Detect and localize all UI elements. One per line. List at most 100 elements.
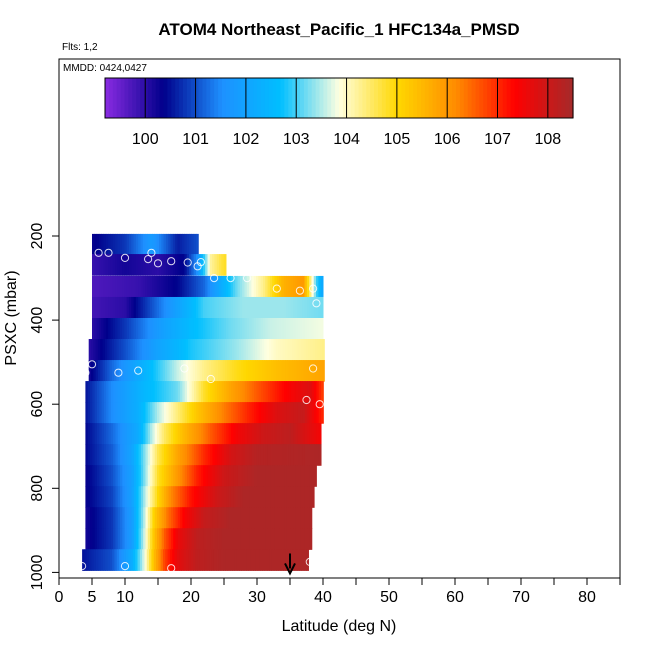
heatmap-cell xyxy=(244,381,248,403)
heatmap-cell xyxy=(158,233,162,256)
heatmap-cell xyxy=(152,465,156,487)
colorbar-segment xyxy=(471,78,477,118)
heatmap-cell xyxy=(124,254,128,276)
heatmap-cell xyxy=(228,486,232,508)
colorbar-segment xyxy=(128,78,133,118)
heatmap-cell xyxy=(147,486,151,508)
heatmap-cell xyxy=(227,360,231,382)
heatmap-cell xyxy=(108,233,111,256)
colorbar: 100 101 102 103 104 105 106 107 108 xyxy=(104,77,574,148)
heatmap-cell xyxy=(304,318,308,340)
heatmap-cell xyxy=(118,339,122,361)
heatmap-cell xyxy=(322,360,325,382)
heatmap-cell xyxy=(233,486,237,508)
heatmap-cells xyxy=(82,233,325,571)
heatmap-cell xyxy=(166,528,170,550)
heatmap-cell xyxy=(263,402,267,424)
heatmap-cell xyxy=(213,339,217,361)
heatmap-cell xyxy=(223,318,227,340)
heatmap-cell xyxy=(165,275,169,298)
heatmap-cell xyxy=(92,402,96,424)
heatmap-cell xyxy=(304,381,308,403)
heatmap-cell xyxy=(112,549,115,571)
heatmap-cell xyxy=(85,402,89,424)
heatmap-cell xyxy=(309,507,313,529)
heatmap-cell xyxy=(117,486,121,508)
heatmap-cell xyxy=(113,423,116,445)
heatmap-cell xyxy=(278,339,281,361)
heatmap-cell xyxy=(237,486,241,508)
heatmap-cell xyxy=(133,444,137,466)
heatmap-cell xyxy=(320,318,324,340)
heatmap-cell xyxy=(99,507,103,529)
heatmap-cell xyxy=(191,296,195,319)
heatmap-cell xyxy=(212,465,216,487)
heatmap-cell xyxy=(251,465,255,487)
heatmap-cell xyxy=(291,339,295,361)
heatmap-cell xyxy=(128,318,132,340)
heatmap-cell xyxy=(161,402,165,424)
heatmap-cell xyxy=(125,549,129,571)
heatmap-cell xyxy=(168,381,172,403)
heatmap-cell xyxy=(221,507,225,529)
heatmap-cell xyxy=(311,402,315,424)
heatmap-cell xyxy=(212,381,216,403)
heatmap-cell xyxy=(233,381,237,403)
heatmap-cell xyxy=(103,423,107,445)
heatmap-cell xyxy=(122,381,126,403)
heatmap-cell xyxy=(87,444,91,466)
heatmap-cell xyxy=(108,444,112,466)
heatmap-cell xyxy=(158,360,161,382)
heatmap-cell xyxy=(221,423,225,445)
heatmap-cell xyxy=(150,402,153,424)
heatmap-cell xyxy=(112,318,116,340)
heatmap-cell xyxy=(295,444,299,466)
colorbar-segment xyxy=(276,78,282,118)
heatmap-cell xyxy=(241,339,244,361)
heatmap-cell xyxy=(207,507,211,529)
heatmap-cell xyxy=(94,444,98,466)
heatmap-cell xyxy=(270,444,274,466)
heatmap-cell xyxy=(199,339,203,361)
heatmap-cell xyxy=(317,360,321,382)
heatmap-cell xyxy=(142,549,145,571)
colorbar-segment xyxy=(116,78,122,118)
heatmap-cell xyxy=(202,296,206,319)
heatmap-cell xyxy=(258,528,262,550)
heatmap-cell xyxy=(249,296,252,319)
heatmap-cell xyxy=(319,360,323,382)
heatmap-cell xyxy=(235,507,239,529)
heatmap-cell xyxy=(169,549,173,571)
colorbar-segment xyxy=(108,78,114,118)
heatmap-cell xyxy=(195,549,199,571)
heatmap-cell xyxy=(158,296,162,319)
heatmap-cell xyxy=(132,360,136,382)
heatmap-cell xyxy=(140,423,144,445)
heatmap-cell xyxy=(102,360,106,382)
heatmap-cell xyxy=(176,549,180,571)
heatmap-cell xyxy=(161,318,165,340)
heatmap-cell xyxy=(155,339,159,361)
heatmap-cell xyxy=(204,339,208,361)
heatmap-cell xyxy=(116,360,120,382)
heatmap-cell xyxy=(98,318,102,340)
heatmap-cell xyxy=(313,275,317,298)
heatmap-cell xyxy=(94,465,98,487)
heatmap-cell xyxy=(159,486,163,508)
heatmap-cell xyxy=(105,233,109,256)
heatmap-cell xyxy=(117,381,121,403)
y-tick-label: 1000 xyxy=(29,555,46,591)
colorbar-segment xyxy=(549,78,555,118)
heatmap-cell xyxy=(110,254,114,276)
heatmap-cell xyxy=(307,423,310,445)
heatmap-cell xyxy=(94,318,98,340)
heatmap-cell xyxy=(154,233,158,256)
heatmap-cell xyxy=(189,402,193,424)
heatmap-cell xyxy=(97,339,101,361)
heatmap-cell xyxy=(98,549,102,571)
heatmap-cell xyxy=(309,465,313,487)
heatmap-cell xyxy=(163,465,167,487)
heatmap-cell xyxy=(154,296,158,319)
heatmap-cell xyxy=(260,318,264,340)
heatmap-cell xyxy=(179,275,183,298)
